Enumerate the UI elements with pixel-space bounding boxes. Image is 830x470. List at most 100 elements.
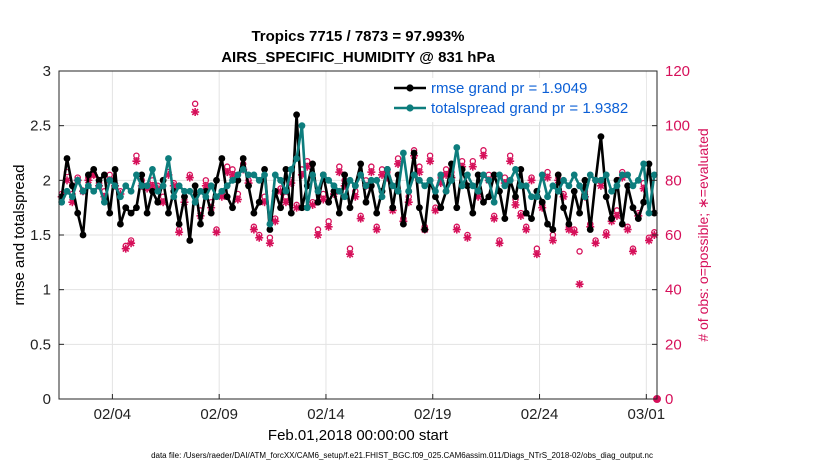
rmse-point	[261, 166, 268, 173]
totalspread-point	[255, 176, 263, 184]
rmse-point	[480, 198, 487, 206]
obs-evaluated-marker	[511, 200, 520, 209]
totalspread-point	[410, 171, 418, 179]
rmse-point	[250, 209, 258, 217]
obs-evaluated-marker	[628, 247, 637, 256]
rmse-point	[74, 209, 82, 217]
totalspread-point	[624, 171, 632, 179]
totalspread-point	[613, 182, 621, 190]
obs-evaluated-marker	[313, 231, 322, 239]
totalspread-point	[325, 176, 333, 184]
rmse-point	[432, 193, 439, 201]
rmse-point	[63, 155, 71, 162]
y-tick-label: 3	[43, 63, 51, 80]
obs-evaluated-marker	[490, 214, 499, 223]
rmse-point	[207, 209, 215, 217]
totalspread-point	[74, 176, 82, 184]
totalspread-point	[458, 182, 466, 190]
y-tick-label: 1.5	[30, 227, 51, 244]
rmse-point	[138, 171, 146, 179]
totalspread-point	[293, 155, 300, 162]
rmse-point	[325, 198, 333, 206]
totalspread-point	[298, 122, 306, 130]
rmse-point	[421, 226, 429, 233]
totalspread-point	[549, 182, 557, 190]
totalspread-point	[383, 166, 391, 173]
x-tick-label: 02/24	[521, 406, 559, 423]
totalspread-point	[602, 171, 610, 179]
obs-evaluated-marker	[426, 157, 435, 166]
totalspread-point	[554, 187, 562, 195]
obs-evaluated-marker	[463, 233, 472, 242]
totalspread-point	[576, 182, 583, 190]
series-layer	[57, 100, 661, 403]
totalspread-point	[618, 171, 626, 179]
totalspread-point	[250, 171, 258, 179]
y-right-tick-label: 80	[665, 172, 682, 189]
totalspread-point	[271, 171, 279, 179]
totalspread-point	[351, 182, 359, 190]
totalspread-point	[560, 176, 567, 184]
totalspread-point	[159, 182, 167, 190]
obs-evaluated-marker	[185, 173, 194, 182]
chart-subtitle: AIRS_SPECIFIC_HUMIDITY @ 831 hPa	[221, 49, 495, 66]
totalspread-point	[330, 182, 338, 190]
rmse-point	[346, 204, 354, 212]
totalspread-point	[111, 182, 119, 190]
x-tick-label: 03/01	[628, 406, 666, 423]
rmse-point	[341, 171, 349, 179]
rmse-point	[218, 155, 226, 162]
totalspread-point	[266, 220, 274, 228]
obs-evaluated-marker	[175, 228, 184, 237]
x-tick-label: 02/09	[200, 406, 238, 423]
totalspread-point	[202, 193, 210, 201]
totalspread-point	[608, 187, 616, 195]
rmse-point	[255, 198, 263, 206]
rmse-point	[90, 166, 98, 173]
y-axis-right: 0 20 40 60 80 100 120	[652, 63, 690, 408]
totalspread-point	[303, 204, 311, 212]
rmse-point	[357, 160, 365, 168]
totalspread-point	[319, 171, 327, 179]
y-tick-label: 1	[43, 282, 51, 299]
totalspread-point	[650, 171, 658, 179]
totalspread-point	[378, 193, 386, 201]
obs-evaluated-marker	[372, 225, 381, 234]
totalspread-point	[533, 193, 541, 201]
totalspread-line	[60, 124, 656, 226]
obs-evaluated-marker	[127, 239, 136, 248]
totalspread-point	[197, 187, 204, 195]
totalspread-point	[565, 182, 573, 190]
rmse-point	[191, 182, 199, 190]
rmse-point	[560, 204, 567, 212]
rmse-point	[100, 171, 108, 179]
obs-evaluated-marker	[255, 233, 264, 242]
totalspread-point	[453, 144, 461, 151]
rmse-point	[544, 220, 551, 228]
x-axis: 02/04 02/09 02/14 02/19 02/24 03/01	[94, 394, 665, 423]
y-right-tick-label: 40	[665, 282, 682, 299]
y-axis-label: rmse and totalspread	[11, 165, 28, 306]
totalspread-point	[367, 176, 375, 184]
totalspread-point	[426, 176, 434, 184]
rmse-point	[149, 187, 156, 195]
totalspread-point	[175, 182, 183, 190]
obs-evaluated-marker	[281, 198, 290, 207]
totalspread-point	[181, 187, 188, 195]
totalspread-point	[79, 187, 87, 195]
rmse-point	[464, 182, 471, 190]
rmse-point	[554, 171, 562, 179]
rmse-point	[608, 215, 616, 223]
totalspread-point	[165, 155, 172, 162]
totalspread-point	[597, 176, 605, 184]
totalspread-point	[277, 176, 284, 184]
obs-possible-marker	[576, 248, 583, 255]
rmse-point	[367, 182, 375, 190]
totalspread-point	[287, 166, 295, 173]
rmse-point	[501, 215, 509, 223]
obs-evaluated-marker	[345, 250, 354, 259]
rmse-point	[474, 171, 482, 179]
totalspread-point	[442, 187, 450, 195]
rmse-point	[538, 198, 546, 206]
rmse-point	[597, 133, 605, 141]
